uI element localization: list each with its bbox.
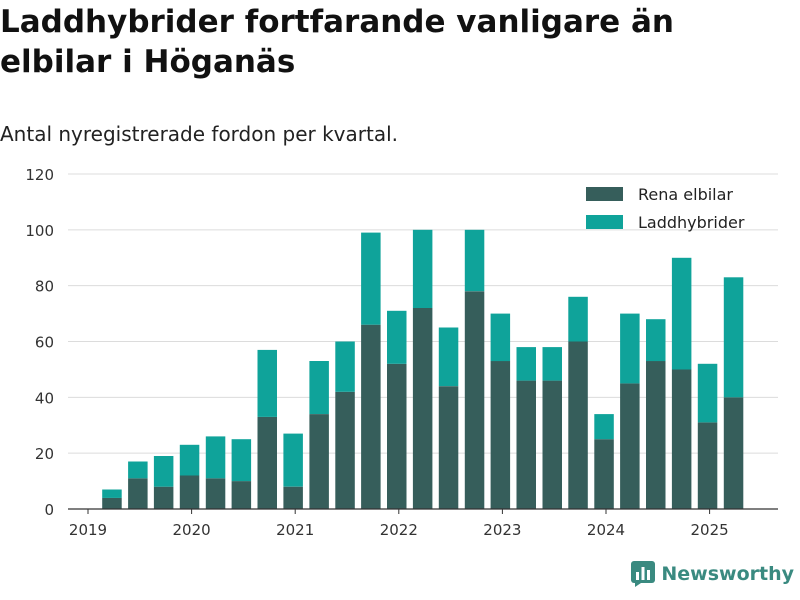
bar-segment [671, 369, 692, 509]
bar-segment [490, 313, 511, 362]
bar-segment [309, 414, 329, 509]
chart-logo-icon [631, 561, 656, 587]
bar-segment [697, 363, 718, 423]
bar-segment [361, 232, 381, 325]
bar-segment [568, 296, 588, 342]
bar-segment [335, 341, 355, 392]
bar-segment [387, 363, 407, 509]
bar-segment [464, 291, 485, 510]
legend-label: Rena elbilar [638, 185, 733, 204]
bar-segment [671, 257, 692, 370]
bar-segment [102, 497, 122, 509]
x-tick-label: 2020 [173, 521, 211, 539]
bar-segment [128, 478, 148, 509]
bar-segment [205, 478, 226, 509]
bar-segment [102, 489, 122, 498]
bar-segment [697, 422, 718, 509]
x-tick-label: 2025 [691, 521, 729, 539]
legend-swatch [586, 215, 623, 229]
y-tick-label: 60 [35, 334, 54, 352]
bar-segment [412, 229, 433, 308]
bar-segment [387, 310, 407, 364]
bar-segment [283, 486, 303, 509]
stacked-bar-chart: 0 20 40 60 80 100 120 2019 2020 2021 2022 2023 2024 2… [25, 166, 778, 539]
bar-segment [516, 347, 536, 381]
y-tick-label: 20 [35, 445, 54, 463]
bar-segment [361, 324, 381, 509]
bar-segment [516, 380, 536, 509]
bar-segment [620, 383, 640, 509]
y-tick-label: 40 [35, 389, 54, 407]
bar-segment [620, 313, 640, 384]
chart-subtitle: Antal nyregistrerade fordon per kvartal. [0, 122, 399, 146]
bar-segment [646, 319, 666, 362]
bar-segment [542, 380, 562, 509]
bar-segment [412, 308, 433, 509]
brand-label: Newsworthy [661, 563, 794, 585]
y-tick-label: 100 [25, 222, 54, 240]
bar-segment [438, 386, 459, 509]
bar-segment [153, 486, 174, 509]
bar-segment [594, 439, 614, 509]
legend-label: Laddhybrider [638, 213, 745, 232]
bar-segment [179, 444, 200, 476]
x-tick-label: 2024 [587, 521, 625, 539]
bar-segment [542, 347, 562, 381]
bar-segment [205, 436, 226, 479]
bar-segment [257, 349, 277, 417]
bar-segment [568, 341, 588, 509]
bar-segment [490, 361, 511, 509]
bar-segment [309, 361, 329, 414]
bar-segment [128, 461, 148, 479]
brand-logo: Newsworthy [631, 561, 794, 587]
y-tick-label: 0 [44, 501, 54, 519]
x-tick-label: 2023 [483, 521, 521, 539]
bar-segment [646, 361, 666, 509]
bar-segment [153, 456, 174, 487]
bar-segment [231, 481, 252, 509]
chart-title: Laddhybrider fortfarande vanligare än el… [0, 4, 674, 80]
x-tick-label: 2019 [69, 521, 107, 539]
bar-segment [723, 397, 744, 509]
bar-segment [179, 475, 200, 509]
bar-segment [257, 416, 277, 509]
bar-segment [723, 277, 744, 398]
bar-segment [335, 391, 355, 510]
bar-segment [464, 229, 485, 292]
bar-segment [594, 414, 614, 440]
bar-segment [438, 327, 459, 387]
legend-swatch [586, 187, 623, 201]
bar-segment [231, 439, 252, 482]
x-tick-label: 2022 [380, 521, 418, 539]
bar-segment [283, 433, 303, 487]
y-tick-label: 80 [35, 278, 54, 296]
x-tick-label: 2021 [276, 521, 314, 539]
y-tick-label: 120 [25, 166, 54, 184]
